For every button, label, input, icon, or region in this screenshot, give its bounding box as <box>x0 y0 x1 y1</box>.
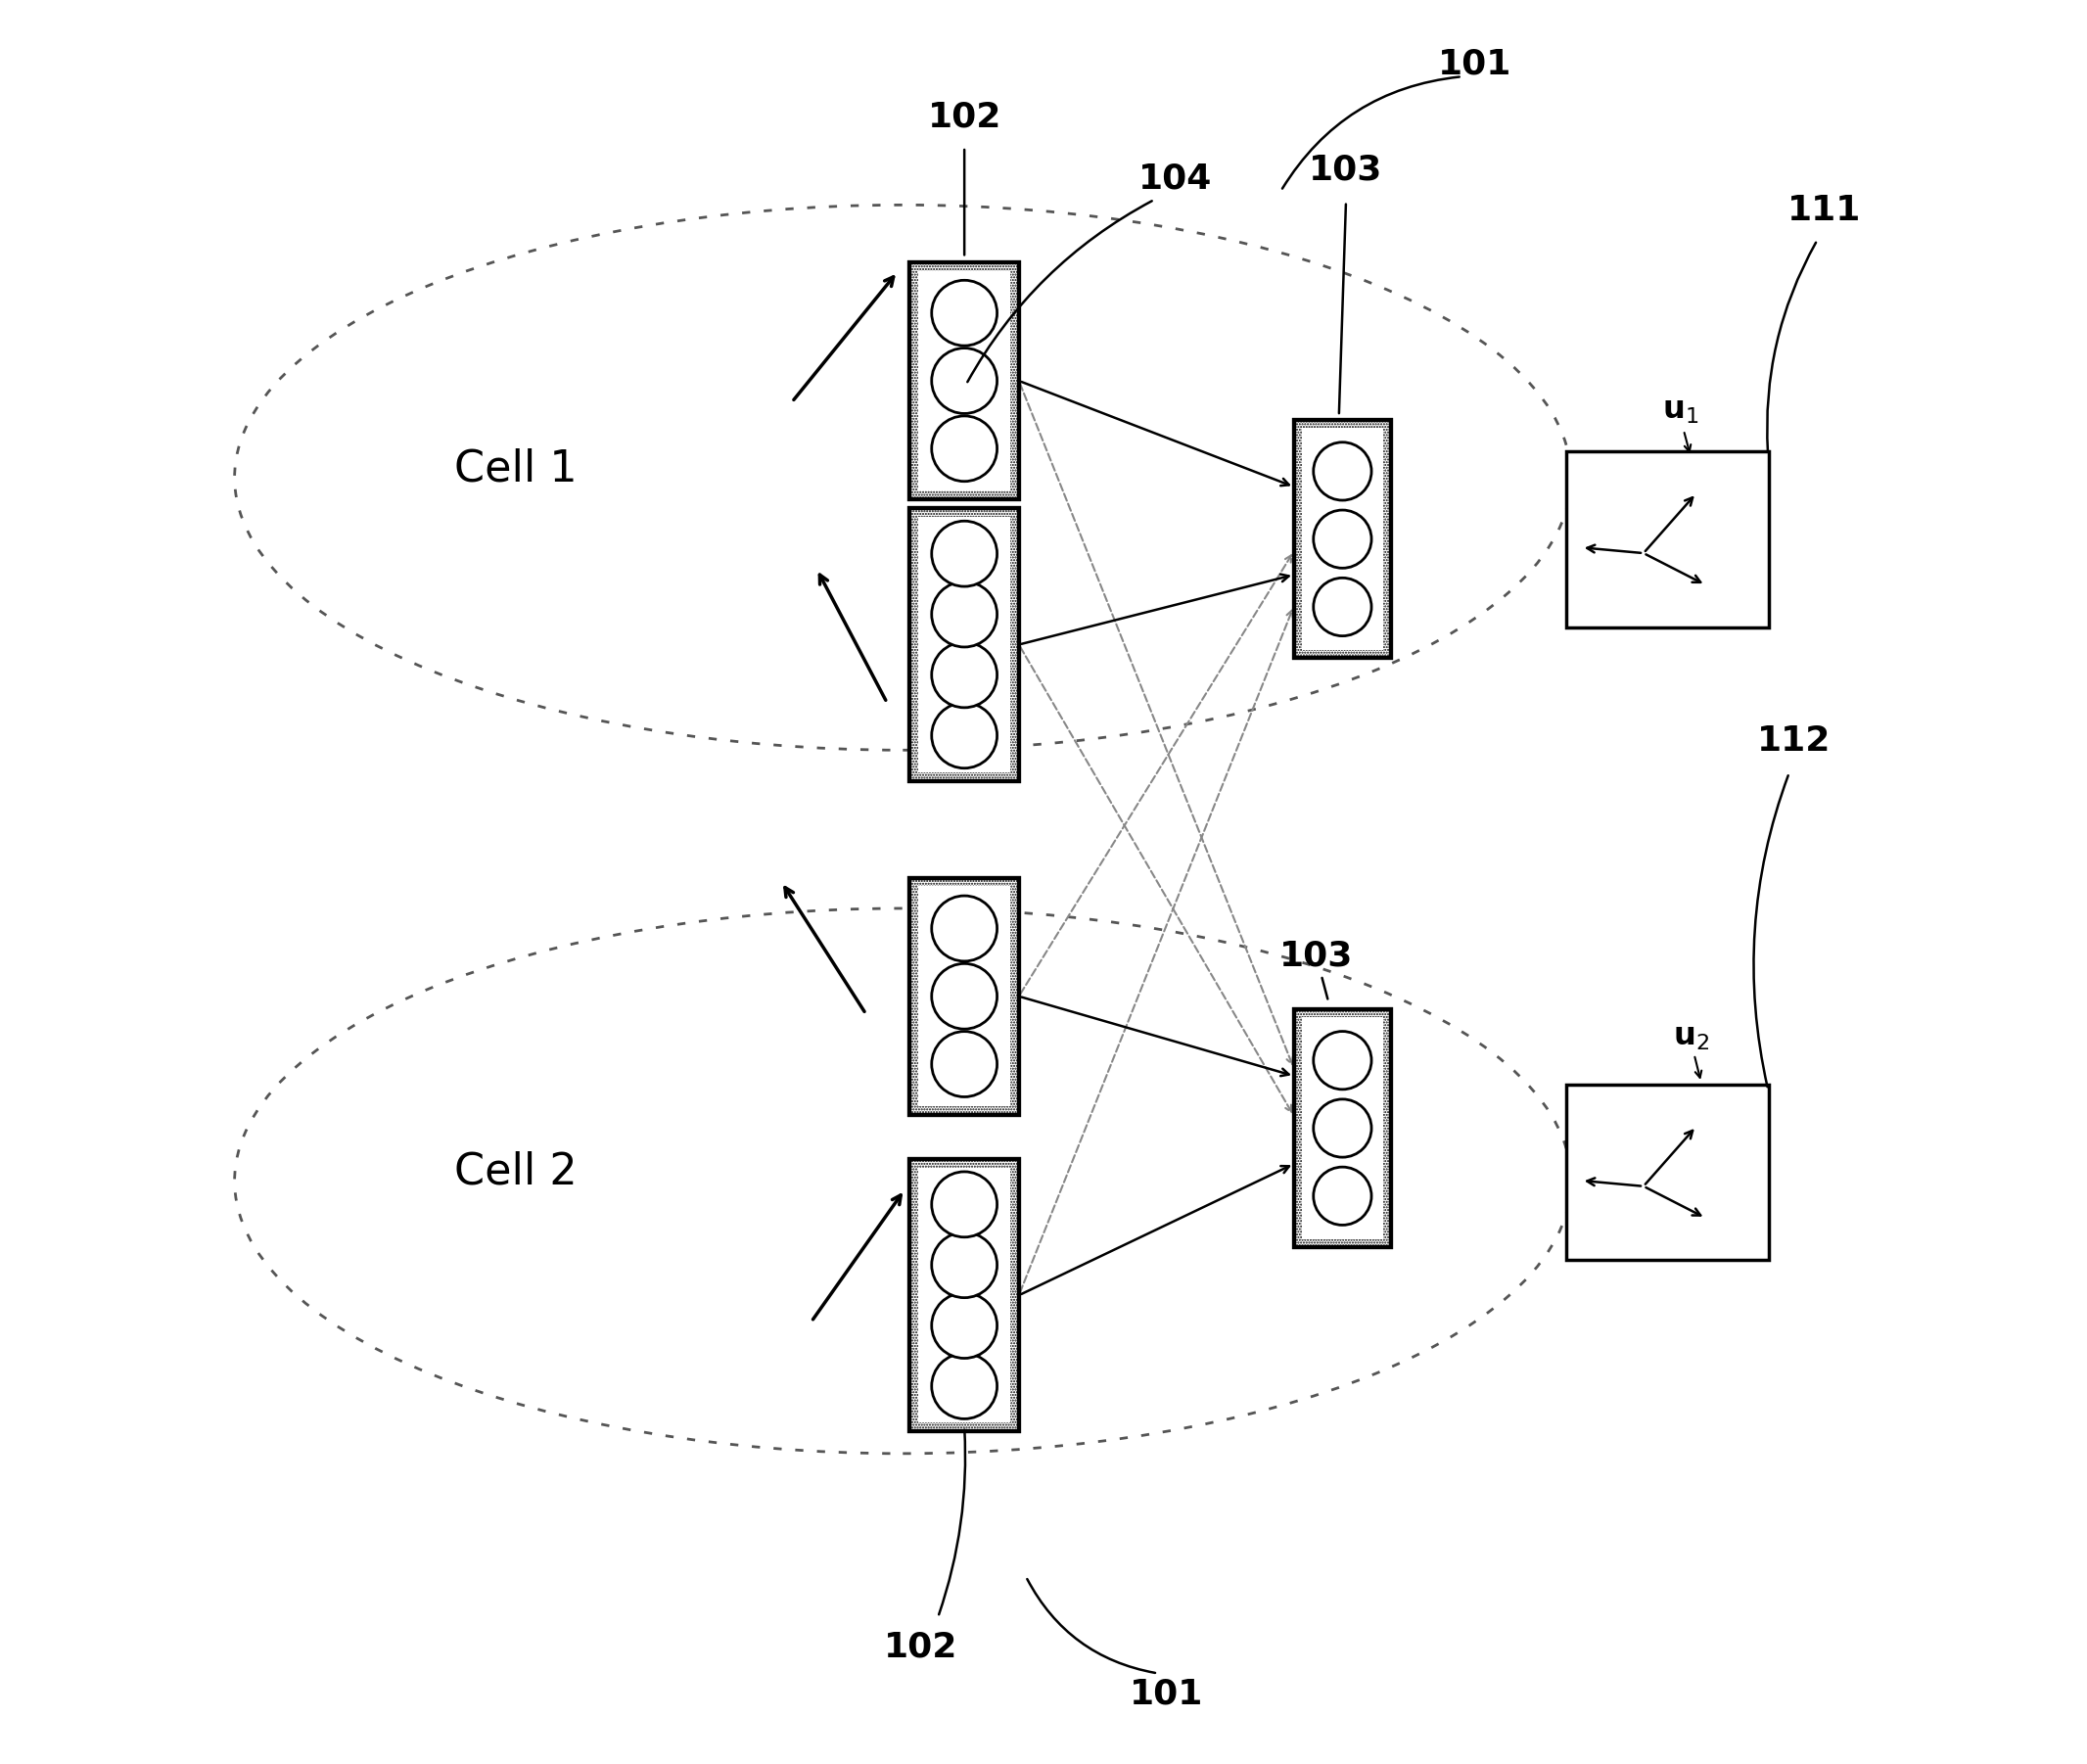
Circle shape <box>1313 1099 1371 1157</box>
FancyBboxPatch shape <box>1294 1009 1390 1247</box>
Circle shape <box>931 416 998 482</box>
FancyBboxPatch shape <box>910 878 1018 1115</box>
Text: 102: 102 <box>883 1630 958 1663</box>
FancyBboxPatch shape <box>910 263 1018 499</box>
Circle shape <box>1313 510 1371 568</box>
Circle shape <box>931 280 998 346</box>
Circle shape <box>1313 1032 1371 1090</box>
Text: 104: 104 <box>1140 162 1213 196</box>
Circle shape <box>931 1032 998 1097</box>
Text: 101: 101 <box>1438 48 1511 81</box>
Text: $\mathbf{u}_2$: $\mathbf{u}_2$ <box>1672 1021 1709 1051</box>
FancyBboxPatch shape <box>1567 1085 1770 1259</box>
Circle shape <box>1313 1168 1371 1224</box>
Circle shape <box>931 1171 998 1237</box>
FancyBboxPatch shape <box>1302 1018 1384 1238</box>
FancyBboxPatch shape <box>918 517 1010 773</box>
FancyBboxPatch shape <box>1302 429 1384 651</box>
Circle shape <box>931 702 998 767</box>
Text: 102: 102 <box>927 101 1002 134</box>
Text: 111: 111 <box>1786 194 1862 228</box>
Circle shape <box>931 642 998 707</box>
Circle shape <box>931 896 998 961</box>
Circle shape <box>931 963 998 1028</box>
Text: Cell 2: Cell 2 <box>455 1152 578 1192</box>
Circle shape <box>1313 443 1371 501</box>
Circle shape <box>931 1353 998 1418</box>
Text: 112: 112 <box>1757 725 1830 759</box>
FancyBboxPatch shape <box>1567 452 1770 626</box>
Circle shape <box>931 582 998 647</box>
Text: 103: 103 <box>1309 153 1384 187</box>
FancyBboxPatch shape <box>1294 420 1390 658</box>
FancyBboxPatch shape <box>918 1168 1010 1424</box>
Text: Cell 1: Cell 1 <box>455 448 578 490</box>
FancyBboxPatch shape <box>918 272 1010 490</box>
Text: 101: 101 <box>1129 1678 1204 1711</box>
Circle shape <box>931 1293 998 1358</box>
Circle shape <box>931 348 998 413</box>
Circle shape <box>931 1233 998 1298</box>
Circle shape <box>931 520 998 586</box>
Text: 103: 103 <box>1279 938 1352 972</box>
Circle shape <box>1313 579 1371 637</box>
FancyBboxPatch shape <box>918 886 1010 1106</box>
Text: $\mathbf{u}_1$: $\mathbf{u}_1$ <box>1661 395 1699 425</box>
FancyBboxPatch shape <box>910 508 1018 781</box>
FancyBboxPatch shape <box>910 1159 1018 1432</box>
